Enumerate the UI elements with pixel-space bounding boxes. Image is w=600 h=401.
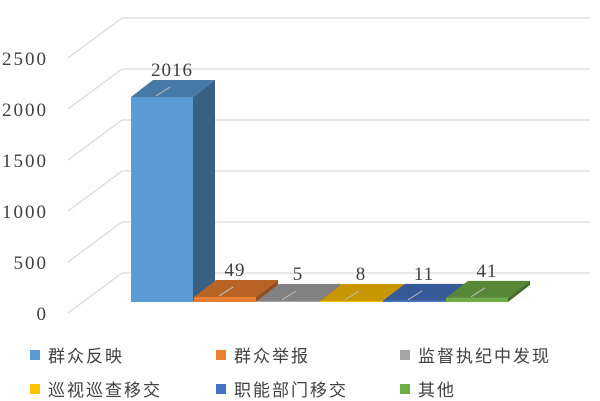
legend-label: 监督执纪中发现 <box>418 347 551 367</box>
data-label: 8 <box>356 264 367 285</box>
legend-item-5: 其他 <box>400 376 456 401</box>
gridline-diagonal <box>67 119 123 161</box>
legend-item-1: 群众举报 <box>216 342 310 367</box>
bar-side <box>256 280 278 302</box>
bar <box>383 300 445 302</box>
legend-label: 职能部门移交 <box>234 381 348 401</box>
bar <box>131 97 193 302</box>
leader-line <box>470 287 486 298</box>
legend-label: 其他 <box>418 381 456 401</box>
leader-line <box>344 290 360 301</box>
bar <box>446 297 508 302</box>
bar-top <box>131 80 215 97</box>
leader-line <box>407 290 423 301</box>
bar-top <box>257 284 341 301</box>
legend-label: 巡视巡查移交 <box>48 381 162 401</box>
data-label: 41 <box>477 261 498 282</box>
data-label: 5 <box>293 264 304 285</box>
legend-label: 群众举报 <box>234 347 310 367</box>
legend-item-3: 巡视巡查移交 <box>30 376 162 401</box>
y-tick-label: 2500 <box>2 49 48 70</box>
leader-line <box>218 286 234 297</box>
legend-swatch <box>400 349 410 360</box>
y-tick-label: 1000 <box>2 202 48 223</box>
bar-top <box>320 284 404 301</box>
y-tick-label: 500 <box>14 253 49 274</box>
data-label: 49 <box>225 260 246 281</box>
legend-swatch <box>30 383 40 394</box>
legend-swatch <box>216 349 226 360</box>
data-label: 11 <box>414 264 434 285</box>
gridline-diagonal <box>67 68 123 110</box>
legend-swatch <box>30 349 40 360</box>
legend-item-2: 监督执纪中发现 <box>400 342 551 367</box>
bar <box>320 301 382 302</box>
bar-top <box>383 283 467 301</box>
gridline-diagonal <box>67 170 123 212</box>
gridline-diagonal <box>67 221 123 263</box>
leader-line <box>281 290 297 301</box>
y-tick-label: 2000 <box>2 100 48 121</box>
bar <box>194 297 256 302</box>
legend-item-4: 职能部门移交 <box>216 376 348 401</box>
bar <box>257 301 319 302</box>
y-tick-label: 1500 <box>2 151 48 172</box>
legend-label: 群众反映 <box>48 347 124 367</box>
legend-swatch <box>216 383 226 394</box>
bar-top <box>446 280 530 298</box>
y-tick-label: 0 <box>37 304 49 325</box>
bar-side <box>319 284 341 302</box>
legend-swatch <box>400 383 410 394</box>
leader-line <box>155 86 171 97</box>
data-label: 2016 <box>151 60 193 81</box>
bar-chart: 0 500 1000 1500 2000 2500 2016 49 5 8 11 41 <box>2 17 590 325</box>
gridline-diagonal <box>67 272 123 314</box>
bar-side <box>193 80 215 302</box>
legend-item-0: 群众反映 <box>30 342 124 367</box>
bar-side <box>508 280 530 302</box>
bar-top <box>194 280 278 298</box>
gridline-diagonal <box>67 17 123 59</box>
